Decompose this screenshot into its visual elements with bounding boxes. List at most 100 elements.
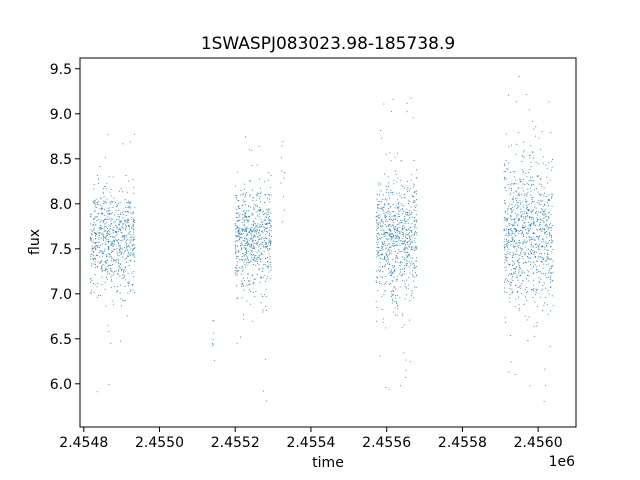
data-point (110, 244, 112, 246)
data-point (514, 271, 516, 273)
x-tick-label: 2.4554 (286, 435, 335, 451)
data-point (401, 250, 403, 252)
data-point (234, 225, 236, 227)
data-point (119, 244, 121, 246)
data-point (391, 224, 393, 226)
data-point (550, 246, 552, 248)
data-point (100, 198, 102, 200)
data-point (384, 290, 386, 291)
data-point (413, 276, 415, 278)
data-point (403, 352, 405, 354)
data-point (94, 232, 96, 234)
data-point (392, 243, 394, 245)
data-point (405, 370, 407, 372)
data-point (407, 288, 409, 290)
data-point (259, 254, 261, 256)
data-point (95, 204, 96, 206)
data-point (544, 248, 546, 250)
data-point (237, 261, 238, 263)
data-point (521, 216, 523, 218)
data-point (540, 228, 541, 229)
y-tick-label: 6.0 (50, 377, 72, 393)
data-point (380, 269, 381, 271)
data-point (123, 277, 124, 279)
data-point (120, 252, 122, 254)
data-point (248, 250, 250, 252)
data-point (236, 197, 238, 199)
data-point (517, 204, 519, 206)
data-point (514, 182, 516, 184)
data-point (511, 289, 513, 291)
data-point (529, 240, 530, 242)
data-point (531, 244, 532, 245)
data-point (252, 224, 254, 226)
data-point (124, 227, 126, 229)
data-point (126, 246, 128, 248)
data-point (533, 233, 535, 234)
data-point (130, 226, 132, 228)
data-point (241, 297, 243, 299)
data-point (134, 221, 136, 223)
data-point (380, 249, 382, 251)
data-point (119, 240, 121, 242)
data-point (123, 246, 125, 248)
data-point (403, 218, 405, 220)
data-point (246, 249, 248, 251)
data-point (236, 226, 238, 228)
data-point (103, 250, 105, 252)
data-point (531, 151, 533, 153)
data-point (132, 179, 134, 181)
data-point (509, 283, 511, 285)
data-point (541, 194, 543, 196)
data-point (247, 277, 249, 279)
data-point (91, 290, 93, 292)
data-point (382, 233, 384, 235)
data-point (261, 221, 263, 223)
data-point (412, 241, 413, 243)
data-point (103, 196, 105, 198)
data-point (392, 224, 394, 226)
data-point (533, 221, 535, 223)
data-point (246, 240, 248, 242)
data-point (408, 228, 409, 230)
data-point (125, 270, 127, 272)
data-point (239, 231, 241, 233)
y-tick-label: 8.0 (50, 197, 72, 213)
data-point (235, 235, 237, 237)
data-point (93, 227, 95, 229)
data-point (131, 272, 133, 274)
data-point (504, 287, 505, 289)
data-point (376, 241, 378, 243)
data-point (519, 242, 521, 244)
data-point (270, 212, 271, 214)
data-point (382, 225, 383, 227)
data-point (122, 191, 124, 193)
data-point (93, 283, 95, 284)
data-point (543, 195, 545, 197)
data-point (97, 245, 99, 247)
data-point (268, 271, 270, 273)
data-point (408, 227, 410, 229)
data-point (380, 237, 382, 238)
data-point (255, 240, 257, 241)
data-point (269, 238, 271, 240)
data-point (407, 252, 409, 254)
data-point (119, 267, 121, 269)
data-point (253, 259, 255, 261)
data-point (511, 273, 513, 275)
data-point (550, 235, 552, 236)
data-point (118, 266, 120, 268)
data-point (524, 315, 526, 317)
data-point (246, 239, 248, 240)
data-point (245, 230, 246, 232)
data-point (381, 225, 383, 227)
data-point (551, 166, 553, 168)
data-point (537, 219, 539, 220)
data-point (505, 133, 507, 135)
data-point (247, 284, 249, 286)
data-point (544, 302, 545, 304)
data-point (109, 228, 111, 230)
data-point (548, 258, 550, 260)
data-point (399, 210, 401, 212)
data-point (541, 209, 543, 211)
